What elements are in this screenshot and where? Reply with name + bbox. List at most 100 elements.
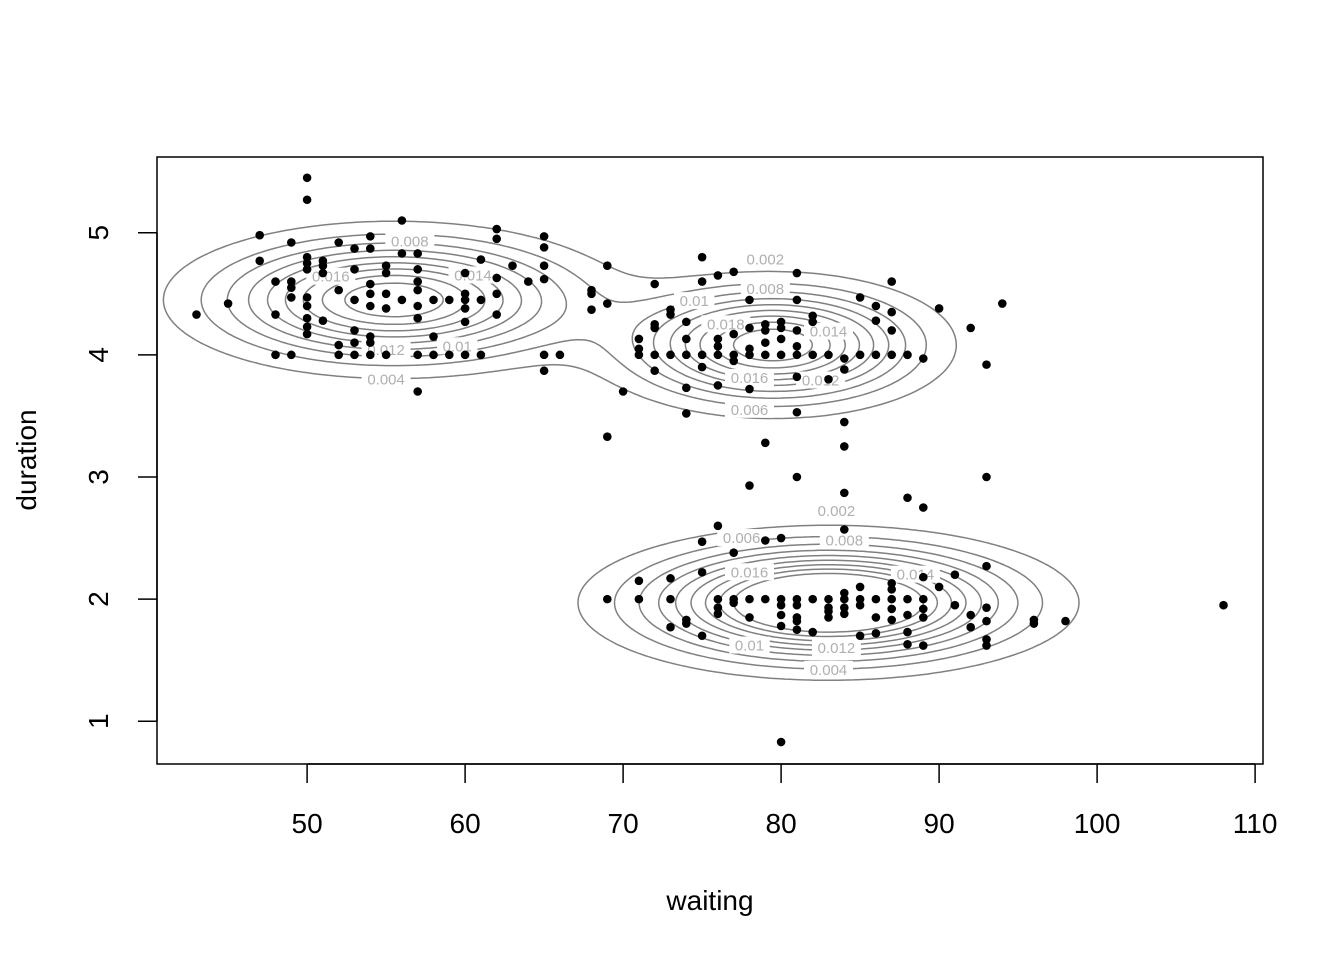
data-point: [840, 442, 849, 451]
data-point: [302, 313, 312, 323]
data-point: [792, 613, 802, 622]
data-point: [287, 283, 296, 292]
data-point: [792, 372, 802, 382]
data-point: [603, 261, 612, 270]
data-point: [366, 279, 375, 289]
data-point: [397, 216, 407, 225]
data-point: [840, 594, 849, 604]
contour-label-bg: [725, 563, 774, 581]
data-point: [887, 585, 896, 594]
data-point: [634, 350, 644, 360]
data-point: [634, 344, 644, 354]
contour-label: 0.012: [367, 342, 405, 359]
data-point: [840, 525, 849, 534]
y-tick-label: 2: [83, 591, 114, 607]
data-point: [745, 344, 754, 354]
contour-label: 0.016: [731, 564, 769, 581]
data-point: [634, 594, 644, 604]
data-point: [713, 271, 723, 280]
data-point: [761, 594, 770, 604]
contour-label-bg: [361, 370, 411, 388]
data-point: [855, 350, 865, 360]
data-point: [871, 316, 881, 325]
data-point: [287, 238, 296, 247]
contour-label: 0.008: [826, 532, 864, 549]
x-axis-title: waiting: [665, 885, 753, 916]
data-point: [697, 631, 707, 641]
data-point: [587, 305, 596, 314]
data-point: [776, 594, 786, 604]
data-point: [887, 578, 896, 588]
contour-line: [247, 249, 1000, 657]
data-point: [666, 574, 675, 583]
data-point: [413, 277, 423, 286]
data-point: [192, 310, 201, 319]
data-point: [255, 230, 264, 240]
data-point: [776, 737, 786, 747]
data-point: [334, 238, 344, 247]
data-point: [950, 600, 960, 610]
data-point: [539, 274, 549, 284]
data-point: [492, 289, 502, 299]
data-point: [982, 472, 991, 482]
data-point: [334, 340, 344, 350]
contour-label-bg: [804, 322, 853, 340]
y-axis: 1 2 3 4 5: [83, 225, 158, 729]
data-point: [413, 350, 423, 360]
contour-label: 0.01: [735, 638, 764, 655]
contour-label: 0.014: [454, 267, 492, 284]
data-point: [603, 432, 612, 441]
data-point: [745, 350, 754, 360]
data-point: [745, 323, 754, 333]
data-point: [318, 316, 328, 325]
contour-label-bg: [437, 337, 478, 355]
contour-label: 0.008: [391, 233, 429, 250]
contour-label: 0.018: [707, 316, 745, 333]
data-point: [808, 317, 817, 327]
data-point: [982, 603, 991, 612]
data-point: [460, 350, 470, 360]
data-point: [840, 588, 849, 598]
data-point: [1061, 616, 1070, 626]
data-point: [808, 350, 817, 360]
data-point: [302, 329, 312, 339]
data-point: [808, 311, 817, 321]
data-point: [871, 350, 881, 360]
data-point: [429, 295, 438, 305]
density-contours: [162, 220, 1080, 682]
contour-labels: 0.008 0.016 0.014 0.012 0.01 0.004 0.002 0.008 0…: [306, 232, 940, 679]
data-point: [998, 299, 1007, 308]
x-tick-label: 110: [1233, 808, 1278, 839]
data-point: [223, 299, 233, 308]
data-point: [492, 224, 502, 234]
data-point: [792, 407, 802, 417]
data-point: [729, 356, 738, 366]
data-point: [350, 326, 359, 335]
data-point: [555, 350, 565, 360]
x-tick-label: 70: [608, 808, 639, 839]
data-point: [840, 609, 849, 619]
contour-label: 0.004: [367, 371, 405, 388]
data-point: [682, 383, 691, 393]
data-point: [966, 622, 975, 632]
data-point: [366, 301, 375, 311]
data-point: [650, 350, 659, 360]
data-point: [271, 350, 280, 360]
data-point: [982, 561, 991, 571]
contour-label-bg: [725, 400, 774, 418]
data-point: [650, 323, 659, 333]
data-point: [539, 350, 549, 360]
data-point: [792, 350, 802, 360]
data-point: [397, 249, 407, 258]
data-point: [666, 310, 675, 319]
data-point: [413, 285, 423, 295]
data-point: [413, 249, 423, 258]
data-point: [302, 252, 312, 262]
data-point: [524, 277, 533, 286]
data-point: [824, 374, 833, 384]
data-point: [302, 173, 312, 183]
data-point: [903, 627, 912, 637]
data-point: [302, 258, 312, 268]
data-point: [429, 332, 438, 341]
data-point: [792, 594, 802, 604]
